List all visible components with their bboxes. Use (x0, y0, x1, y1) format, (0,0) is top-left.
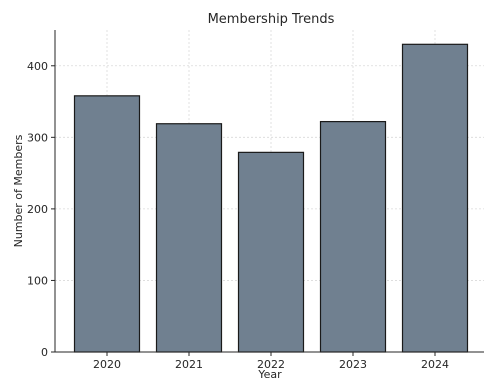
x-tick-label: 2024 (421, 358, 449, 371)
y-tick-label: 200 (27, 203, 48, 216)
bar-2024 (401, 43, 469, 353)
y-tick-label: 0 (41, 346, 48, 359)
x-axis-title: Year (257, 368, 282, 379)
y-tick-label: 400 (27, 60, 48, 73)
bar-2022 (237, 151, 305, 353)
y-axis-title: Number of Members (12, 134, 25, 247)
x-tick-label: 2023 (339, 358, 367, 371)
y-tick-label: 100 (27, 274, 48, 287)
bar-2021 (155, 123, 223, 353)
chart-title: Membership Trends (208, 12, 335, 27)
x-tick-label: 2022 (257, 358, 285, 371)
bar-2023 (319, 120, 387, 353)
bars (73, 43, 469, 353)
axes (54, 30, 484, 353)
tick-labels: 0 100 200 300 400 2020 2021 2022 2023 2024 (27, 60, 449, 371)
bar-2020 (73, 95, 141, 353)
x-tick-label: 2020 (93, 358, 121, 371)
y-tick-label: 300 (27, 131, 48, 144)
x-tick-label: 2021 (175, 358, 203, 371)
